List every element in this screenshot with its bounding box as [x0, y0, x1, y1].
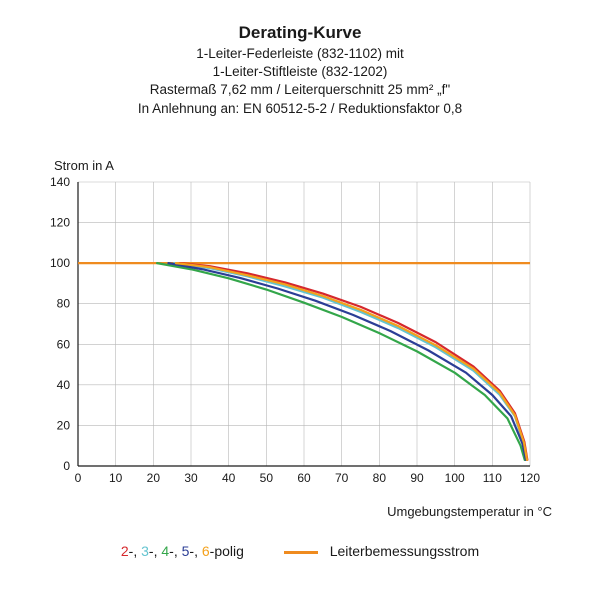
svg-text:120: 120	[520, 471, 540, 485]
legend-suffix: -,	[149, 543, 161, 559]
svg-text:70: 70	[335, 471, 349, 485]
svg-text:20: 20	[57, 418, 71, 432]
chart-title: Derating-Kurve	[0, 22, 600, 45]
legend-series: 2-, 3-, 4-, 5-, 6-polig	[121, 543, 244, 559]
legend-num: 6	[202, 543, 210, 559]
svg-text:0: 0	[75, 471, 82, 485]
legend-num: 3	[141, 543, 149, 559]
chart-area: 0 10 20 30 40 50 60 70 80 90 100 110 120 0 20 40 60 80 100…	[0, 176, 600, 496]
svg-text:110: 110	[483, 471, 502, 485]
svg-text:90: 90	[410, 471, 424, 485]
legend-num: 2	[121, 543, 129, 559]
svg-text:40: 40	[57, 378, 71, 392]
legend-rated-label: Leiterbemessungsstrom	[330, 543, 479, 559]
legend-num: 4	[161, 543, 169, 559]
legend: 2-, 3-, 4-, 5-, 6-polig Leiterbemessungs…	[0, 542, 600, 559]
svg-text:80: 80	[57, 297, 71, 311]
legend-suffix: -,	[169, 543, 181, 559]
x-axis-label: Umgebungstemperatur in °C	[387, 504, 552, 519]
svg-text:30: 30	[184, 471, 198, 485]
legend-suffix: -,	[189, 543, 201, 559]
svg-text:140: 140	[50, 176, 70, 189]
subtitle-2: 1-Leiter-Stiftleiste (832-1202)	[0, 63, 600, 81]
title-block: Derating-Kurve 1-Leiter-Federleiste (832…	[0, 0, 600, 118]
svg-text:40: 40	[222, 471, 236, 485]
svg-text:0: 0	[63, 459, 70, 473]
subtitle-1: 1-Leiter-Federleiste (832-1102) mit	[0, 45, 600, 63]
svg-text:10: 10	[109, 471, 123, 485]
rated-swatch	[284, 551, 318, 554]
svg-text:80: 80	[373, 471, 387, 485]
y-axis-label: Strom in A	[54, 158, 114, 173]
svg-text:100: 100	[50, 256, 70, 270]
svg-text:100: 100	[445, 471, 465, 485]
chart-svg: 0 10 20 30 40 50 60 70 80 90 100 110 120 0 20 40 60 80 100…	[0, 176, 600, 496]
svg-text:20: 20	[147, 471, 161, 485]
page: Derating-Kurve 1-Leiter-Federleiste (832…	[0, 0, 600, 600]
legend-rated: Leiterbemessungsstrom	[284, 543, 479, 559]
svg-text:60: 60	[57, 337, 71, 351]
subtitle-4: In Anlehnung an: EN 60512-5-2 / Reduktio…	[0, 100, 600, 118]
svg-text:60: 60	[297, 471, 311, 485]
legend-suffix: -polig	[210, 543, 244, 559]
legend-suffix: -,	[129, 543, 141, 559]
svg-text:50: 50	[260, 471, 274, 485]
svg-text:120: 120	[50, 216, 70, 230]
subtitle-3: Rastermaß 7,62 mm / Leiterquerschnitt 25…	[0, 81, 600, 99]
